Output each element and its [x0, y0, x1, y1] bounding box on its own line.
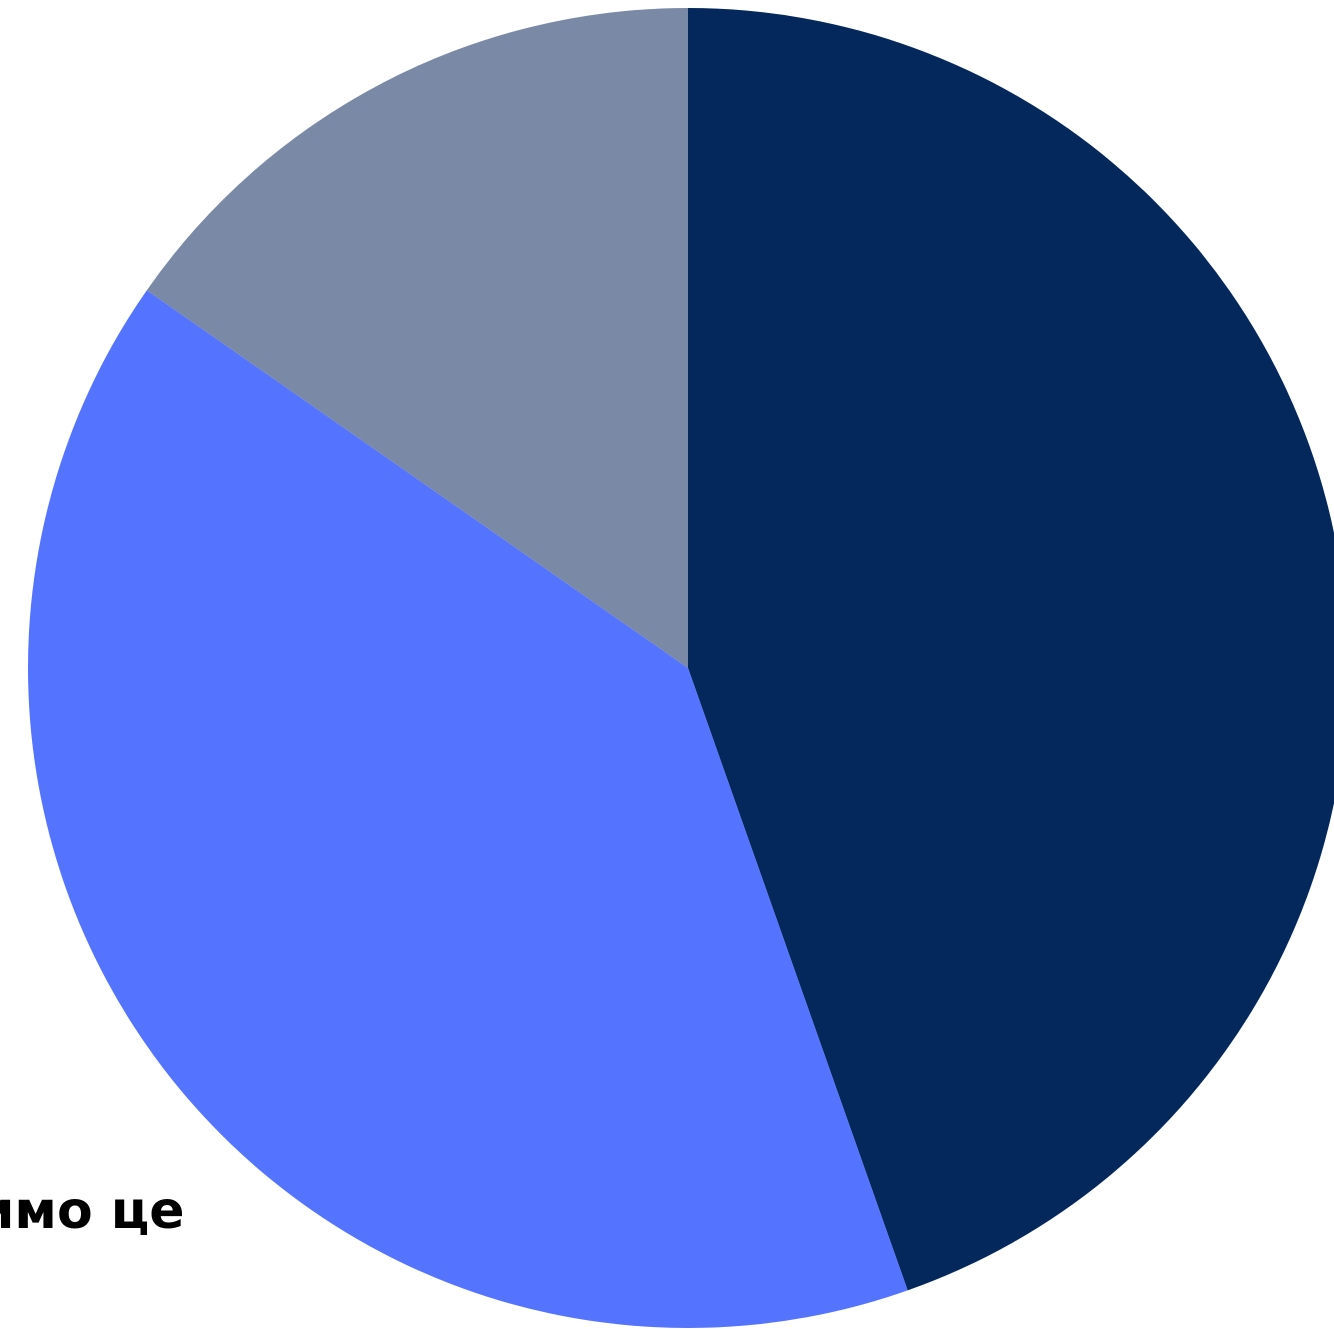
pie-slice-2: [27, 290, 908, 1328]
pie-slice-1: [688, 8, 1334, 1291]
slice-label: имо це: [0, 1181, 185, 1241]
pie-slice-3: [146, 8, 688, 668]
